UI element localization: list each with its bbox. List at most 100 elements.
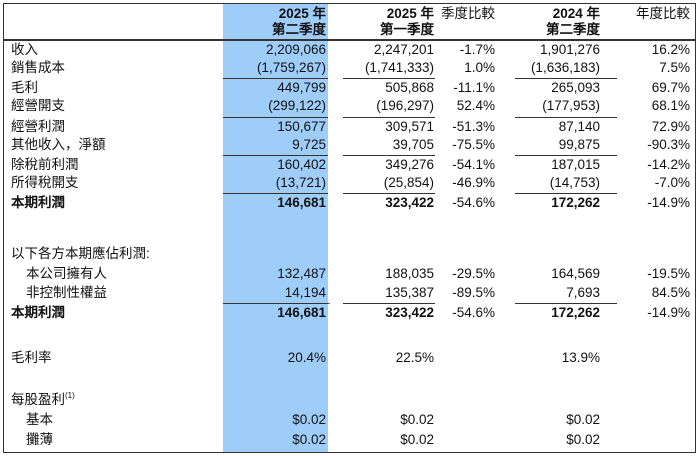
header-q2-2024: 2024 年 第二季度 [546, 6, 600, 38]
table-row: 非控制性權益 14,194 135,387 -89.5% 7,693 84.5% [0, 284, 700, 302]
row-label: 本期利潤 [11, 305, 65, 320]
cell-yoy: 69.7% [651, 80, 690, 95]
row-label: 經營開支 [11, 98, 65, 113]
cell-q2-2025: (299,122) [268, 98, 326, 113]
subtotal-line [223, 78, 328, 79]
cell-q1-2025: $0.02 [400, 412, 434, 427]
table-row: 經營開支 (299,122) (196,297) 52.4% (177,953)… [0, 97, 700, 115]
cell-yoy: 68.1% [651, 98, 690, 113]
row-label: 經營利潤 [11, 119, 65, 134]
header-line: 2025 年 [278, 6, 326, 21]
footnote-marker: (1) [65, 391, 75, 400]
cell-yoy: 72.9% [651, 119, 690, 134]
section-title: 每股盈利(1) [11, 391, 75, 409]
cell-q2-2024: $0.02 [566, 432, 600, 447]
cell-yoy: -19.5% [647, 266, 690, 281]
table-row: 所得稅開支 (13,721) (25,854) -46.9% (14,753) … [0, 174, 700, 192]
header-line: 第二季度 [272, 22, 326, 37]
cell-q1-2025: 323,422 [385, 305, 434, 320]
row-label: 毛利率 [11, 350, 52, 365]
table-frame [3, 3, 696, 453]
subtotal-line [343, 193, 435, 194]
row-label: 本期利潤 [11, 195, 65, 210]
cell-q1-2025: 505,868 [385, 80, 434, 95]
table-row: 本公司擁有人 132,487 188,035 -29.5% 164,569 -1… [0, 265, 700, 283]
header-q2-2025: 2025 年 第二季度 [272, 6, 326, 38]
cell-yoy: 16.2% [651, 42, 690, 57]
cell-yoy: 7.5% [659, 60, 690, 75]
cell-q2-2025: 146,681 [277, 195, 326, 210]
cell-q2-2024: 164,569 [551, 266, 600, 281]
cell-q1-2025: 135,387 [385, 285, 434, 300]
header-line: 2024 年 [552, 6, 600, 21]
subtotal-line [343, 303, 435, 304]
cell-q1-2025: $0.02 [400, 432, 434, 447]
subtotal-line [515, 155, 617, 156]
header-q1-2025: 2025 年 第一季度 [380, 6, 434, 38]
cell-q2-2025: 160,402 [277, 157, 326, 172]
cell-qoq: -75.5% [452, 137, 495, 152]
cell-q2-2024: 13.9% [561, 350, 600, 365]
cell-qoq: -54.6% [452, 195, 495, 210]
cell-q2-2024: 99,875 [558, 137, 600, 152]
cell-q2-2025: (1,759,267) [256, 60, 326, 75]
subtotal-line [343, 117, 435, 118]
cell-q2-2025: 14,194 [284, 285, 326, 300]
cell-q2-2025: $0.02 [292, 432, 326, 447]
row-label: 收入 [11, 42, 38, 57]
cell-q1-2025: 309,571 [385, 119, 434, 134]
cell-qoq: -54.1% [452, 157, 495, 172]
cell-q2-2024: 172,262 [551, 305, 600, 320]
header-line: 季度比較 [441, 6, 495, 21]
cell-q2-2025: $0.02 [292, 412, 326, 427]
cell-q1-2025: (25,854) [383, 175, 434, 190]
cell-q2-2024: (1,636,183) [530, 60, 600, 75]
cell-yoy: -14.9% [647, 195, 690, 210]
cell-q2-2025: (13,721) [275, 175, 326, 190]
cell-qoq: -51.3% [452, 119, 495, 134]
eps-title: 每股盈利 [11, 392, 65, 407]
table-row: 基本 $0.02 $0.02 $0.02 [0, 411, 700, 429]
row-label: 本公司擁有人 [26, 266, 107, 281]
section-title: 以下各方本期應佔利潤: [11, 246, 150, 261]
cell-q1-2025: 188,035 [385, 266, 434, 281]
row-label: 所得稅開支 [11, 175, 79, 190]
header-line: 年度比較 [636, 6, 690, 21]
cell-q1-2025: 39,705 [392, 137, 434, 152]
section-title-row: 以下各方本期應佔利潤: [0, 245, 700, 263]
header-qoq: 季度比較 [441, 6, 495, 22]
header-line: 第一季度 [380, 22, 434, 37]
cell-q2-2025: 449,799 [277, 80, 326, 95]
cell-q2-2024: (177,953) [542, 98, 600, 113]
cell-q2-2025: 146,681 [277, 305, 326, 320]
cell-yoy: -14.9% [647, 305, 690, 320]
row-label: 毛利 [11, 80, 38, 95]
subtotal-line [515, 193, 617, 194]
subtotal-line [515, 303, 617, 304]
cell-q1-2025: 22.5% [395, 350, 434, 365]
cell-q2-2024: 265,093 [551, 80, 600, 95]
cell-q2-2025: 9,725 [292, 137, 326, 152]
header-line: 第二季度 [546, 22, 600, 37]
header-line: 2025 年 [386, 6, 434, 21]
header-divider [3, 39, 696, 41]
header-yoy: 年度比較 [636, 6, 690, 22]
table-row: 其他收入，淨額 9,725 39,705 -75.5% 99,875 -90.3… [0, 136, 700, 154]
subtotal-line [223, 155, 328, 156]
cell-q2-2024: 172,262 [551, 195, 600, 210]
cell-q1-2025: 349,276 [385, 157, 434, 172]
cell-qoq: 1.0% [464, 60, 495, 75]
cell-yoy: 84.5% [651, 285, 690, 300]
cell-qoq: -11.1% [453, 80, 495, 95]
row-label: 非控制性權益 [26, 285, 107, 300]
table-row: 經營利潤 150,677 309,571 -51.3% 87,140 72.9% [0, 118, 700, 136]
cell-q2-2024: $0.02 [566, 412, 600, 427]
subtotal-line [515, 78, 617, 79]
cell-q2-2025: 20.4% [287, 350, 326, 365]
cell-q2-2024: 187,015 [551, 157, 600, 172]
cell-q1-2025: 2,247,201 [373, 42, 434, 57]
subtotal-line [223, 193, 328, 194]
section-title-row: 每股盈利(1) [0, 391, 700, 409]
cell-yoy: -14.2% [647, 157, 690, 172]
table-row: 攤薄 $0.02 $0.02 $0.02 [0, 431, 700, 449]
